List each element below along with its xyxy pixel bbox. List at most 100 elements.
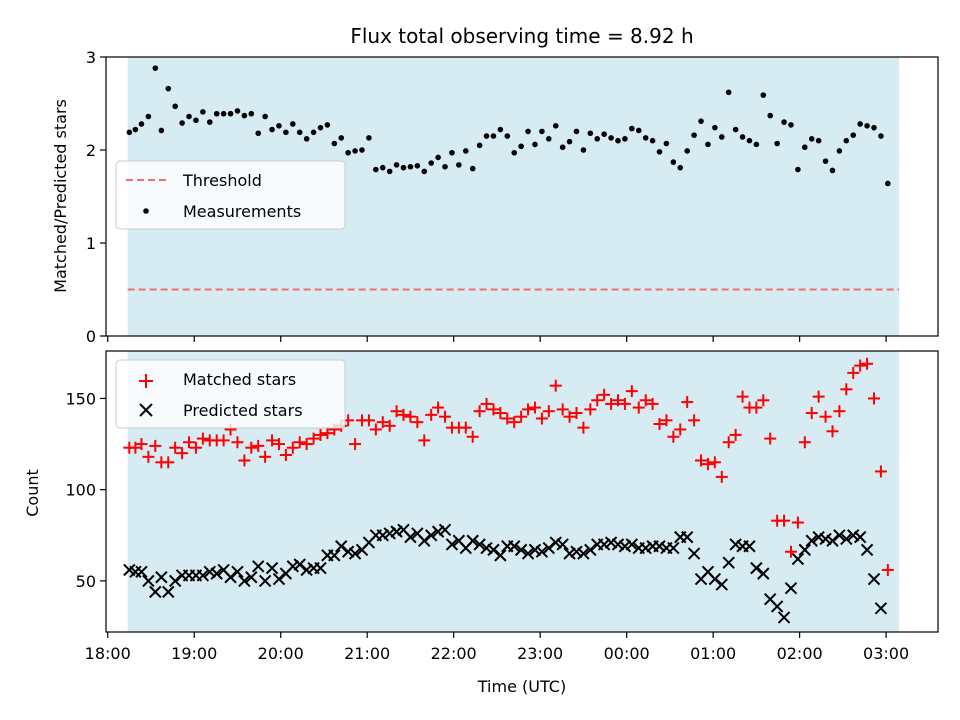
measurement-point	[760, 92, 767, 98]
measurement-point	[393, 162, 400, 168]
matched-stars-point	[750, 401, 763, 414]
matched-stars-point	[674, 423, 687, 436]
predicted-stars-point	[314, 561, 327, 575]
measurement-point	[815, 137, 822, 144]
measurement-point	[373, 166, 379, 173]
bottom-xtick-label: 23:00	[517, 644, 563, 663]
measurement-point	[532, 141, 538, 148]
measurement-point	[635, 127, 642, 134]
predicted-stars-point	[853, 530, 867, 544]
measurement-point	[795, 166, 801, 173]
predicted-stars-point	[867, 572, 881, 586]
measurement-point	[559, 144, 566, 151]
measurement-point	[456, 162, 462, 168]
matched-stars-point	[681, 396, 694, 409]
predicted-stars-point	[791, 552, 805, 566]
measurement-point	[126, 129, 133, 136]
measurement-point	[580, 147, 587, 153]
matched-stars-point	[833, 405, 846, 418]
matched-stars-point	[183, 436, 196, 449]
legend-threshold-label: Threshold	[182, 171, 262, 190]
bottom-xtick-label: 21:00	[344, 644, 390, 663]
matched-stars-point	[189, 441, 202, 454]
measurement-point	[241, 112, 248, 119]
measurement-point	[774, 140, 780, 147]
matched-stars-point	[688, 414, 701, 427]
predicted-stars-point	[708, 572, 722, 586]
matched-stars-point	[708, 456, 721, 469]
matched-stars-point	[874, 465, 887, 478]
predicted-stars-point	[535, 545, 549, 558]
measurement-point	[400, 164, 407, 171]
predicted-stars-point	[265, 561, 279, 575]
measurement-point	[871, 124, 877, 131]
measurement-point	[878, 133, 884, 139]
matched-stars-point	[798, 436, 811, 449]
predicted-stars-point	[805, 534, 818, 547]
top-ytick-label: 0	[86, 327, 96, 346]
matched-stars-point	[404, 410, 417, 423]
matched-stars-point	[598, 388, 611, 401]
bottom-xtick-label: 20:00	[258, 644, 304, 663]
measurement-point	[248, 110, 255, 117]
predicted-stars-point	[238, 574, 251, 588]
measurement-point	[552, 123, 559, 129]
measurement-point	[642, 135, 649, 141]
measurement-point	[303, 136, 310, 142]
matched-stars-point	[522, 403, 535, 416]
bottom-xtick-label: 00:00	[604, 644, 650, 663]
measurement-point	[684, 148, 690, 154]
matched-stars-point	[245, 441, 258, 454]
measurement-point	[539, 128, 545, 135]
matched-stars-point	[535, 412, 548, 425]
measurement-point	[490, 133, 497, 139]
measurement-point	[193, 117, 199, 124]
measurement-point	[200, 109, 206, 115]
top-y-axis-label: Matched/Predicted stars	[51, 99, 70, 293]
measurement-point	[324, 122, 331, 128]
predicted-stars-point	[210, 567, 223, 580]
measurement-point	[864, 123, 870, 129]
measurement-point	[767, 112, 774, 119]
measurement-point	[615, 137, 621, 144]
predicted-stars-point	[231, 565, 244, 578]
bottom-axes-frame	[105, 350, 939, 633]
measurement-point	[449, 149, 455, 156]
measurement-point	[739, 134, 746, 140]
measurement-point	[497, 126, 504, 133]
measurement-point	[808, 136, 815, 142]
matched-stars-point	[238, 454, 251, 467]
matched-stars-point	[542, 405, 555, 418]
matched-stars-point	[439, 410, 452, 423]
bottom-y-ticks: 50 100 150	[65, 389, 106, 591]
measurement-point	[172, 103, 178, 110]
top-ytick-label: 1	[86, 234, 96, 253]
matched-stars-point	[217, 434, 230, 447]
top-ytick-label: 2	[86, 141, 96, 160]
matched-stars-point	[736, 390, 749, 403]
predicted-stars-point	[521, 547, 535, 560]
matched-stars-point	[625, 385, 638, 398]
measurement-point	[566, 138, 573, 145]
predicted-stars-point	[722, 556, 735, 569]
measurement-point	[663, 140, 670, 147]
predicted-stars-point	[514, 543, 528, 557]
predicted-stars-point	[542, 541, 556, 555]
predicted-stars-point	[770, 600, 784, 613]
predicted-stars-point	[466, 534, 479, 547]
measurement-point	[407, 163, 414, 170]
predicted-stars-point	[743, 540, 756, 553]
matched-stars-point	[362, 414, 375, 427]
predicted-stars-point	[687, 547, 701, 560]
matched-stars-point	[584, 403, 597, 416]
measurement-point	[525, 128, 531, 135]
measurement-point	[622, 136, 628, 142]
measurement-point	[573, 128, 580, 135]
matched-stars-point	[854, 359, 867, 372]
measurement-point	[843, 137, 850, 144]
measurement-point	[712, 124, 718, 131]
matched-stars-point	[791, 516, 804, 529]
measurement-point	[234, 108, 241, 114]
